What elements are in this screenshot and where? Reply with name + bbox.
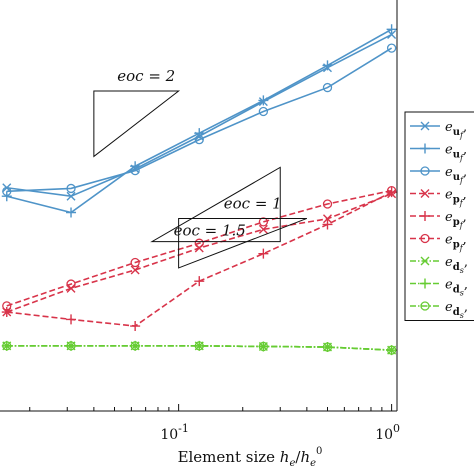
legend-entry: eds,	[410, 255, 468, 275]
data-point-plus	[66, 314, 77, 325]
series-group	[1, 24, 397, 356]
legend-label: eds,	[445, 278, 468, 298]
axes: 10-1 100	[0, 0, 400, 443]
data-point-plus	[1, 307, 12, 318]
eoc-triangles: eoc = 2 eoc = 1 eoc = 1.5	[93, 67, 308, 269]
legend-entry: epf,	[410, 188, 467, 208]
legend-marker-plus	[420, 143, 430, 154]
data-point-circle	[258, 217, 269, 227]
eoc-label: eoc = 1.5	[174, 222, 246, 240]
plot-area	[1, 24, 397, 356]
eoc-triangle-shape	[178, 217, 308, 269]
data-point-circle	[258, 341, 269, 352]
data-point-plus	[1, 191, 12, 202]
legend-entry: euf,	[410, 143, 467, 163]
series-3	[2, 43, 397, 197]
data-point-x	[387, 30, 397, 40]
data-point-plus	[322, 219, 333, 230]
data-point-circle	[194, 135, 204, 145]
series-4	[2, 189, 397, 317]
data-point-plus	[258, 248, 269, 259]
data-point-plus	[258, 95, 269, 106]
x-axis-title: Element size he/he0	[178, 446, 323, 469]
data-point-plus	[194, 276, 205, 287]
legend-entry: eds,	[410, 278, 468, 298]
legend-marker-circle	[420, 166, 430, 176]
legend-label: epf,	[445, 233, 467, 253]
legend-entry: euf,	[410, 165, 467, 185]
eoc-triangle-3: eoc = 1.5	[150, 166, 281, 243]
data-point-circle	[386, 185, 397, 196]
legend-marker-plus	[420, 211, 430, 221]
eoc-label: eoc = 2	[117, 67, 175, 85]
data-point-circle	[322, 82, 333, 93]
data-point-plus	[386, 24, 397, 35]
x-tick-label: 100	[375, 422, 400, 443]
legend-marker-plus	[420, 278, 430, 289]
data-point-x	[258, 224, 268, 234]
legend-marker-circle	[420, 301, 430, 311]
legend-entry: epf,	[410, 233, 467, 253]
series-2	[1, 24, 397, 218]
series-line-2	[6, 28, 393, 214]
series-5	[1, 187, 397, 332]
legend-label: eds,	[445, 300, 468, 320]
data-point-circle	[258, 106, 269, 117]
series-9	[2, 341, 397, 355]
eoc-label: eoc = 1	[224, 194, 282, 212]
series-line-1	[6, 33, 392, 198]
legend-entry: eds,	[410, 300, 468, 320]
legend-marker-x	[420, 189, 430, 198]
legend-entry: epf,	[410, 210, 467, 230]
series-6	[2, 185, 397, 311]
eoc-triangle-shape	[150, 166, 281, 243]
legend-marker-x	[420, 121, 430, 131]
data-point-circle	[130, 165, 140, 176]
series-line-6	[6, 189, 392, 307]
data-point-circle	[130, 341, 140, 351]
data-point-circle	[322, 342, 333, 352]
data-point-circle	[386, 43, 397, 53]
data-point-circle	[386, 345, 397, 355]
x-tick-label: 10-1	[160, 422, 189, 443]
series-line-3	[6, 47, 393, 193]
series-line-5	[6, 191, 392, 327]
data-point-circle	[2, 341, 12, 351]
data-point-circle	[2, 186, 12, 197]
series-line-9	[6, 345, 392, 351]
data-point-plus	[194, 128, 205, 139]
series-1	[2, 30, 397, 201]
data-point-circle	[66, 183, 76, 194]
legend-label: euf,	[445, 143, 467, 163]
legend: euf,euf,euf,epf,epf,epf,eds,eds,eds,	[404, 111, 474, 321]
eoc-triangle-2: eoc = 1	[178, 194, 308, 269]
data-point-circle	[66, 341, 76, 351]
data-point-circle	[66, 279, 76, 289]
legend-label: epf,	[445, 188, 467, 208]
data-point-plus	[130, 321, 141, 332]
data-point-circle	[130, 257, 140, 268]
data-point-circle	[322, 199, 333, 209]
legend-marker-x	[420, 256, 430, 266]
eoc-triangle-1: eoc = 2	[93, 67, 181, 158]
legend-label: eds,	[445, 255, 468, 275]
data-point-x	[194, 243, 204, 253]
data-point-x	[130, 265, 140, 275]
legend-label: epf,	[445, 210, 467, 230]
legend-entry: euf,	[410, 120, 467, 140]
eoc-triangle-shape	[93, 90, 181, 158]
data-point-x	[66, 191, 76, 201]
data-point-circle	[194, 238, 204, 248]
data-point-x	[322, 214, 332, 224]
legend-label: euf,	[445, 165, 467, 185]
data-point-circle	[2, 301, 12, 311]
data-point-circle	[194, 341, 204, 351]
data-point-plus	[66, 207, 77, 218]
legend-marker-circle	[420, 233, 430, 244]
legend-label: euf,	[445, 120, 467, 140]
data-point-plus	[322, 60, 333, 71]
